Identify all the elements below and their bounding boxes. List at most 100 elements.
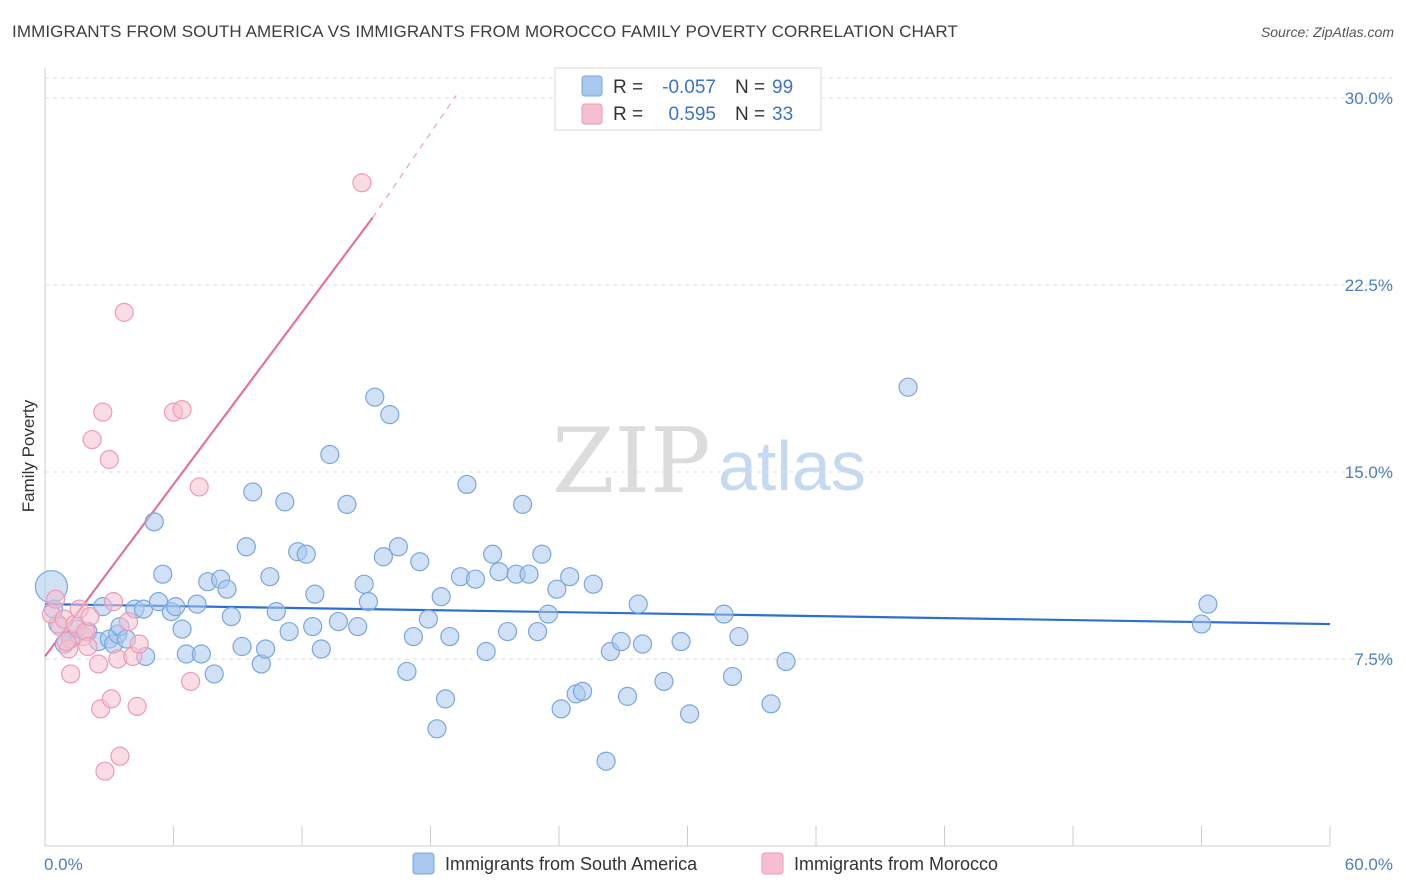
legend-n-value-2: 33 [772, 104, 793, 125]
point-morocco [82, 429, 102, 450]
point-south-america [898, 377, 918, 397]
point-morocco [118, 611, 139, 632]
point-south-america [583, 574, 603, 594]
point-south-america [572, 681, 593, 702]
point-morocco [114, 302, 134, 322]
bottom-legend-label-morocco: Immigrants from Morocco [794, 854, 998, 874]
point-south-america [217, 579, 237, 599]
point-south-america [348, 616, 368, 637]
point-south-america [187, 594, 207, 614]
point-south-america [296, 544, 316, 564]
point-south-america [1198, 594, 1218, 614]
point-south-america [551, 699, 571, 719]
point-morocco [46, 589, 66, 609]
legend-swatch-morocco [581, 103, 603, 125]
point-morocco [181, 671, 201, 692]
point-south-america [628, 594, 648, 614]
point-south-america [166, 597, 186, 617]
point-south-america [714, 604, 734, 624]
point-south-america [489, 562, 509, 582]
y-axis-label: Family Poverty [19, 399, 38, 512]
point-south-america [1191, 614, 1212, 634]
point-south-america [191, 644, 211, 664]
point-south-america [305, 584, 325, 604]
trend-line-morocco-extension [372, 95, 457, 218]
bottom-legend-label-south-america: Immigrants from South America [445, 854, 698, 874]
trend-lines [44, 95, 1331, 658]
point-morocco [129, 634, 149, 654]
legend-r-label-2: R = [613, 104, 643, 125]
point-morocco [93, 402, 113, 422]
point-south-america [431, 587, 451, 607]
source-credit: Source: ZipAtlas.com [1260, 24, 1394, 40]
point-morocco [110, 746, 130, 766]
point-south-america [427, 719, 447, 739]
point-south-america [761, 694, 781, 714]
point-south-america [358, 592, 378, 612]
point-south-america [483, 544, 503, 564]
trend-line-morocco [44, 216, 374, 658]
point-south-america [440, 626, 460, 647]
watermark-zip: ZIP [552, 409, 711, 514]
point-south-america [722, 666, 743, 687]
point-south-america [144, 512, 164, 532]
point-morocco [95, 761, 115, 781]
point-south-america [320, 444, 340, 465]
bottom-legend-swatch-morocco [761, 852, 784, 875]
point-morocco [172, 400, 192, 420]
point-morocco [80, 606, 100, 627]
point-south-america [275, 492, 295, 512]
point-south-america [279, 621, 299, 642]
point-morocco [99, 449, 119, 470]
trend-line-south-america [44, 603, 1331, 626]
point-south-america [532, 544, 552, 564]
y-tick-label: 15.0% [1345, 463, 1393, 482]
point-morocco [56, 631, 77, 652]
legend-r-value-1: -0.057 [662, 77, 716, 98]
point-south-america [560, 567, 580, 587]
point-morocco [101, 689, 121, 709]
point-morocco [61, 664, 81, 684]
bottom-legend: Immigrants from South America Immigrants… [412, 852, 998, 875]
point-south-america [397, 661, 417, 682]
bottom-legend-swatch-south-america [412, 852, 435, 875]
point-morocco [88, 654, 109, 674]
point-south-america [204, 664, 224, 684]
point-south-america [373, 547, 393, 567]
point-south-america [221, 606, 241, 627]
point-south-america [776, 651, 796, 672]
y-tick-label: 7.5% [1354, 650, 1393, 669]
watermark-atlas: atlas [718, 427, 866, 505]
point-south-america [547, 579, 567, 599]
point-south-america [519, 564, 539, 584]
point-south-america [365, 387, 385, 407]
point-south-america [380, 405, 400, 425]
point-south-america [388, 537, 408, 557]
point-south-america [255, 639, 276, 659]
legend-n-value-1: 99 [772, 77, 793, 98]
grid [45, 77, 1392, 660]
axes [44, 68, 1331, 847]
point-south-america [611, 631, 631, 652]
watermark: ZIP atlas [552, 409, 866, 514]
point-south-america [680, 704, 700, 724]
chart-title: IMMIGRANTS FROM SOUTH AMERICA VS IMMIGRA… [12, 22, 958, 41]
point-south-america [410, 552, 430, 572]
point-morocco [189, 477, 209, 497]
point-south-america [266, 602, 286, 622]
point-south-america [617, 686, 638, 706]
point-south-america [236, 537, 256, 557]
point-south-america [311, 639, 331, 659]
point-south-america [337, 494, 357, 514]
point-south-america [328, 611, 349, 632]
x-tick-label-max: 60.0% [1345, 855, 1393, 874]
point-south-america [435, 689, 456, 709]
legend-n-label-2: N = [735, 104, 765, 125]
point-morocco [127, 696, 147, 716]
point-south-america [671, 631, 691, 652]
point-south-america [632, 634, 653, 654]
y-tick-label: 22.5% [1345, 276, 1393, 295]
point-south-america [465, 569, 486, 589]
legend-r-value-2: 0.595 [668, 104, 716, 125]
